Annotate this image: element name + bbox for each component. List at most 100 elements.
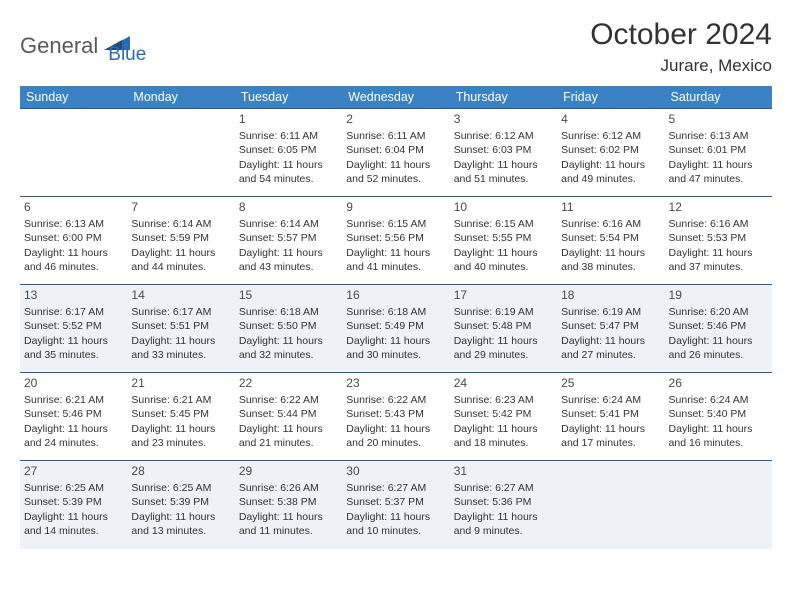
daylight-line: Daylight: 11 hours and 46 minutes.	[24, 246, 123, 274]
sunset-line: Sunset: 6:04 PM	[346, 143, 445, 157]
day-number: 7	[131, 199, 230, 215]
calendar-cell: 9Sunrise: 6:15 AMSunset: 5:56 PMDaylight…	[342, 197, 449, 285]
calendar-cell: 2Sunrise: 6:11 AMSunset: 6:04 PMDaylight…	[342, 109, 449, 197]
sunrise-line: Sunrise: 6:13 AM	[669, 129, 768, 143]
day-number: 2	[346, 111, 445, 127]
day-number: 12	[669, 199, 768, 215]
sunrise-line: Sunrise: 6:16 AM	[561, 217, 660, 231]
calendar-table: Sunday Monday Tuesday Wednesday Thursday…	[20, 86, 772, 549]
sunset-line: Sunset: 5:39 PM	[131, 495, 230, 509]
sunrise-line: Sunrise: 6:15 AM	[454, 217, 553, 231]
logo-text-general: General	[20, 33, 98, 59]
daylight-line: Daylight: 11 hours and 10 minutes.	[346, 510, 445, 538]
sunrise-line: Sunrise: 6:22 AM	[239, 393, 338, 407]
daylight-line: Daylight: 11 hours and 41 minutes.	[346, 246, 445, 274]
calendar-cell: 25Sunrise: 6:24 AMSunset: 5:41 PMDayligh…	[557, 373, 664, 461]
day-header-tuesday: Tuesday	[235, 86, 342, 109]
day-number: 26	[669, 375, 768, 391]
sunset-line: Sunset: 5:39 PM	[24, 495, 123, 509]
calendar-cell: 29Sunrise: 6:26 AMSunset: 5:38 PMDayligh…	[235, 461, 342, 549]
calendar-cell: 16Sunrise: 6:18 AMSunset: 5:49 PMDayligh…	[342, 285, 449, 373]
calendar-cell: 20Sunrise: 6:21 AMSunset: 5:46 PMDayligh…	[20, 373, 127, 461]
daylight-line: Daylight: 11 hours and 33 minutes.	[131, 334, 230, 362]
day-number: 5	[669, 111, 768, 127]
sunrise-line: Sunrise: 6:21 AM	[131, 393, 230, 407]
sunset-line: Sunset: 5:41 PM	[561, 407, 660, 421]
calendar-cell	[557, 461, 664, 549]
sunset-line: Sunset: 6:01 PM	[669, 143, 768, 157]
sunset-line: Sunset: 5:40 PM	[669, 407, 768, 421]
daylight-line: Daylight: 11 hours and 54 minutes.	[239, 158, 338, 186]
day-number: 27	[24, 463, 123, 479]
day-number: 4	[561, 111, 660, 127]
day-number: 11	[561, 199, 660, 215]
sunrise-line: Sunrise: 6:12 AM	[561, 129, 660, 143]
daylight-line: Daylight: 11 hours and 40 minutes.	[454, 246, 553, 274]
calendar-cell: 21Sunrise: 6:21 AMSunset: 5:45 PMDayligh…	[127, 373, 234, 461]
calendar-cell	[127, 109, 234, 197]
calendar-week-row: 20Sunrise: 6:21 AMSunset: 5:46 PMDayligh…	[20, 373, 772, 461]
calendar-cell: 18Sunrise: 6:19 AMSunset: 5:47 PMDayligh…	[557, 285, 664, 373]
sunset-line: Sunset: 5:37 PM	[346, 495, 445, 509]
calendar-cell: 31Sunrise: 6:27 AMSunset: 5:36 PMDayligh…	[450, 461, 557, 549]
sunset-line: Sunset: 5:46 PM	[24, 407, 123, 421]
sunset-line: Sunset: 5:50 PM	[239, 319, 338, 333]
sunrise-line: Sunrise: 6:25 AM	[24, 481, 123, 495]
sunset-line: Sunset: 5:47 PM	[561, 319, 660, 333]
sunrise-line: Sunrise: 6:24 AM	[669, 393, 768, 407]
daylight-line: Daylight: 11 hours and 49 minutes.	[561, 158, 660, 186]
day-number: 10	[454, 199, 553, 215]
sunset-line: Sunset: 5:36 PM	[454, 495, 553, 509]
sunrise-line: Sunrise: 6:23 AM	[454, 393, 553, 407]
calendar-cell: 14Sunrise: 6:17 AMSunset: 5:51 PMDayligh…	[127, 285, 234, 373]
daylight-line: Daylight: 11 hours and 35 minutes.	[24, 334, 123, 362]
calendar-cell: 30Sunrise: 6:27 AMSunset: 5:37 PMDayligh…	[342, 461, 449, 549]
sunset-line: Sunset: 5:45 PM	[131, 407, 230, 421]
day-number: 22	[239, 375, 338, 391]
daylight-line: Daylight: 11 hours and 30 minutes.	[346, 334, 445, 362]
sunset-line: Sunset: 5:59 PM	[131, 231, 230, 245]
sunrise-line: Sunrise: 6:11 AM	[346, 129, 445, 143]
calendar-cell: 19Sunrise: 6:20 AMSunset: 5:46 PMDayligh…	[665, 285, 772, 373]
calendar-week-row: 27Sunrise: 6:25 AMSunset: 5:39 PMDayligh…	[20, 461, 772, 549]
sunrise-line: Sunrise: 6:11 AM	[239, 129, 338, 143]
day-number: 17	[454, 287, 553, 303]
sunrise-line: Sunrise: 6:21 AM	[24, 393, 123, 407]
sunrise-line: Sunrise: 6:18 AM	[346, 305, 445, 319]
sunset-line: Sunset: 5:38 PM	[239, 495, 338, 509]
logo: General Blue	[20, 26, 146, 66]
sunrise-line: Sunrise: 6:20 AM	[669, 305, 768, 319]
sunset-line: Sunset: 5:48 PM	[454, 319, 553, 333]
sunset-line: Sunset: 5:42 PM	[454, 407, 553, 421]
day-number: 31	[454, 463, 553, 479]
day-number: 3	[454, 111, 553, 127]
day-header-monday: Monday	[127, 86, 234, 109]
sunrise-line: Sunrise: 6:22 AM	[346, 393, 445, 407]
daylight-line: Daylight: 11 hours and 18 minutes.	[454, 422, 553, 450]
calendar-week-row: 13Sunrise: 6:17 AMSunset: 5:52 PMDayligh…	[20, 285, 772, 373]
sunrise-line: Sunrise: 6:16 AM	[669, 217, 768, 231]
calendar-cell	[665, 461, 772, 549]
daylight-line: Daylight: 11 hours and 51 minutes.	[454, 158, 553, 186]
sunrise-line: Sunrise: 6:12 AM	[454, 129, 553, 143]
sunrise-line: Sunrise: 6:15 AM	[346, 217, 445, 231]
daylight-line: Daylight: 11 hours and 47 minutes.	[669, 158, 768, 186]
daylight-line: Daylight: 11 hours and 9 minutes.	[454, 510, 553, 538]
sunrise-line: Sunrise: 6:17 AM	[131, 305, 230, 319]
calendar-cell	[20, 109, 127, 197]
calendar-cell: 22Sunrise: 6:22 AMSunset: 5:44 PMDayligh…	[235, 373, 342, 461]
sunset-line: Sunset: 5:46 PM	[669, 319, 768, 333]
header: General Blue October 2024 Jurare, Mexico	[20, 18, 772, 76]
calendar-page: General Blue October 2024 Jurare, Mexico…	[0, 0, 792, 559]
sunset-line: Sunset: 5:43 PM	[346, 407, 445, 421]
day-header-saturday: Saturday	[665, 86, 772, 109]
calendar-cell: 3Sunrise: 6:12 AMSunset: 6:03 PMDaylight…	[450, 109, 557, 197]
calendar-cell: 11Sunrise: 6:16 AMSunset: 5:54 PMDayligh…	[557, 197, 664, 285]
day-number: 25	[561, 375, 660, 391]
daylight-line: Daylight: 11 hours and 20 minutes.	[346, 422, 445, 450]
calendar-body: 1Sunrise: 6:11 AMSunset: 6:05 PMDaylight…	[20, 109, 772, 549]
day-number: 28	[131, 463, 230, 479]
sunrise-line: Sunrise: 6:13 AM	[24, 217, 123, 231]
sunset-line: Sunset: 5:52 PM	[24, 319, 123, 333]
daylight-line: Daylight: 11 hours and 43 minutes.	[239, 246, 338, 274]
